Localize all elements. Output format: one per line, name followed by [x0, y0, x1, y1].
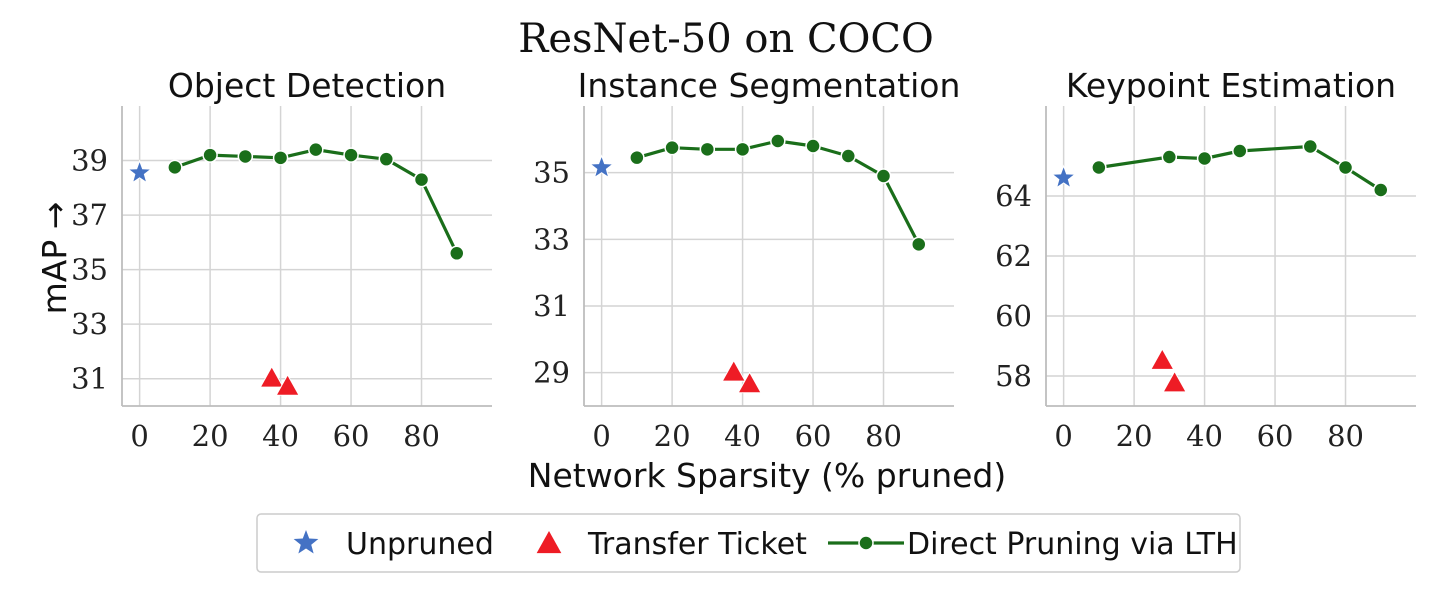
- x-tick-label: 80: [1327, 419, 1364, 453]
- x-tick-label: 0: [592, 419, 610, 453]
- transfer-ticket-point: [259, 365, 285, 388]
- legend-circle-marker: [858, 535, 874, 551]
- legend-star-marker: [293, 530, 319, 554]
- subplot-title: Instance Segmentation: [578, 66, 961, 105]
- x-tick-label: 60: [795, 419, 832, 453]
- lth-point: [1337, 159, 1354, 176]
- legend-label: Transfer Ticket: [587, 527, 807, 562]
- lth-point: [449, 245, 465, 262]
- lth-point: [343, 147, 359, 163]
- transfer-ticket-point: [1150, 347, 1175, 370]
- y-tick-label: 35: [533, 156, 570, 190]
- x-tick-label: 20: [1116, 419, 1153, 453]
- legend: Unpruned Transfer Ticket Direct Pruning vi…: [256, 513, 1241, 573]
- x-tick-label: 80: [403, 419, 440, 453]
- lth-point: [378, 151, 395, 167]
- lth-point: [413, 171, 430, 188]
- y-tick-label: 37: [71, 198, 108, 232]
- legend-entry: Transfer Ticket: [536, 527, 807, 562]
- y-tick-label: 31: [71, 362, 108, 396]
- lth-point: [911, 236, 927, 253]
- lth-point: [1091, 159, 1107, 176]
- legend-entry: Direct Pruning via LTH: [828, 527, 1238, 562]
- x-axis-label: Network Sparsity (% pruned): [528, 456, 1006, 495]
- x-tick-label: 40: [262, 419, 299, 453]
- subplot-2: 0 20 40 60 80 29 31 33 35 Instance Segmentation: [533, 66, 960, 453]
- lth-point: [308, 141, 324, 158]
- lth-point: [1232, 143, 1248, 159]
- unpruned-point: [588, 154, 615, 179]
- lth-series-line: [174, 148, 459, 254]
- x-tick-label: 80: [865, 419, 902, 453]
- lth-point: [237, 148, 254, 165]
- legend-box: [256, 513, 1241, 573]
- lth-point: [272, 150, 289, 166]
- legend-entries: Unpruned Transfer Ticket Direct Pruning vi…: [293, 527, 1238, 562]
- lth-point: [202, 147, 218, 163]
- y-tick-label: 64: [995, 179, 1032, 213]
- lth-point: [699, 141, 716, 158]
- subplot-title: Keypoint Estimation: [1066, 66, 1396, 105]
- x-tick-label: 0: [130, 419, 148, 453]
- y-tick-label: 31: [533, 289, 570, 323]
- lth-point: [1161, 149, 1178, 165]
- transfer-ticket-point: [275, 373, 300, 396]
- lth-point: [875, 168, 892, 184]
- lth-series-line: [636, 139, 921, 246]
- x-tick-label: 20: [192, 419, 229, 453]
- lth-point: [167, 159, 183, 176]
- y-tick-label: 33: [533, 222, 570, 256]
- x-tick-label: 40: [1186, 419, 1223, 453]
- lth-point: [734, 141, 751, 158]
- x-tick-label: 0: [1054, 419, 1072, 453]
- subplot-3: 0 20 40 60 80 58 60 62 64 Keypoint Estimation: [995, 66, 1416, 453]
- y-tick-label: 62: [995, 239, 1032, 273]
- y-tick-label: 29: [533, 356, 570, 390]
- x-tick-label: 60: [1257, 419, 1294, 453]
- lth-point: [1302, 138, 1319, 155]
- lth-point: [1373, 182, 1389, 198]
- y-axis-label: mAP →: [35, 202, 74, 315]
- subplots: 0 20 40 60 80 31 33 35 37 39 Object Detection 0 20 40…: [71, 66, 1416, 453]
- subplot-title: Object Detection: [168, 66, 446, 105]
- lth-point: [664, 139, 680, 156]
- transfer-ticket-point: [721, 359, 747, 382]
- transfer-ticket-point: [737, 371, 762, 394]
- lth-point: [1196, 150, 1213, 167]
- subplot-1: 0 20 40 60 80 31 33 35 37 39 Object Detection: [71, 66, 492, 453]
- lth-point: [805, 138, 821, 154]
- figure-title: ResNet-50 on COCO: [518, 16, 934, 62]
- lth-point: [770, 133, 786, 149]
- y-tick-label: 58: [995, 359, 1032, 393]
- transfer-ticket-point: [1162, 370, 1187, 393]
- lth-point: [840, 148, 857, 164]
- legend-entry: Unpruned: [293, 527, 494, 562]
- y-tick-label: 33: [71, 307, 108, 341]
- y-tick-label: 35: [71, 253, 108, 287]
- unpruned-point: [126, 159, 153, 184]
- y-tick-label: 60: [995, 299, 1032, 333]
- legend-label: Direct Pruning via LTH: [907, 527, 1238, 562]
- legend-label: Unpruned: [346, 527, 494, 562]
- unpruned-point: [1050, 164, 1077, 189]
- legend-triangle-marker: [536, 531, 562, 554]
- x-tick-label: 20: [654, 419, 691, 453]
- lth-point: [629, 149, 645, 166]
- x-tick-label: 60: [333, 419, 370, 453]
- y-tick-label: 39: [71, 144, 108, 178]
- x-tick-label: 40: [724, 419, 761, 453]
